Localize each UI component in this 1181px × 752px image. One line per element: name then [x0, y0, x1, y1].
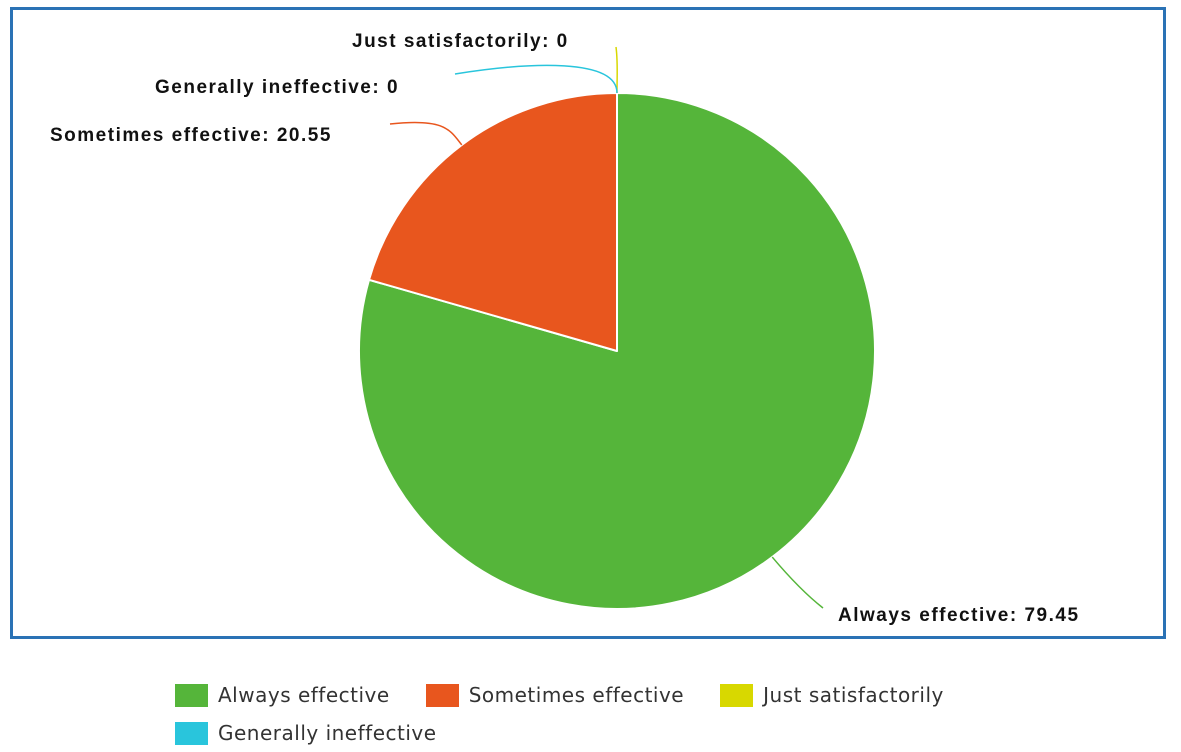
legend-item-always-effective[interactable]: Always effective: [175, 683, 390, 707]
data-label: Sometimes effective: 20.55: [50, 125, 332, 146]
legend-row: Generally ineffective: [175, 714, 1075, 752]
leader-line: [389, 121, 463, 146]
leader-lines-layer: [389, 46, 824, 609]
leader-line: [454, 64, 618, 94]
legend-item-just-satisfactorily[interactable]: Just satisfactorily: [720, 683, 944, 707]
legend-label: Just satisfactorily: [763, 683, 944, 707]
legend-row: Always effective Sometimes effective Jus…: [175, 676, 1075, 714]
legend: Always effective Sometimes effective Jus…: [175, 676, 1075, 752]
legend-item-generally-ineffective[interactable]: Generally ineffective: [175, 721, 437, 745]
pie-slice-sometimes-effective[interactable]: [368, 92, 618, 352]
data-label: Generally ineffective: 0: [155, 77, 399, 98]
legend-label: Sometimes effective: [468, 683, 685, 707]
leader-line: [771, 556, 824, 609]
legend-swatch: [175, 721, 208, 745]
data-label: Just satisfactorily: 0: [352, 31, 569, 52]
slices-layer: [358, 92, 876, 610]
legend-label: Generally ineffective: [218, 721, 437, 745]
data-labels-layer: Always effective: 79.45 Sometimes effecti…: [50, 31, 1080, 626]
legend-swatch: [720, 683, 754, 707]
legend-swatch: [175, 683, 208, 707]
data-label: Always effective: 79.45: [838, 605, 1080, 626]
chart-frame: [10, 7, 1166, 639]
legend-swatch: [425, 683, 459, 707]
legend-label: Always effective: [218, 683, 390, 707]
legend-item-sometimes-effective[interactable]: Sometimes effective: [425, 683, 685, 707]
